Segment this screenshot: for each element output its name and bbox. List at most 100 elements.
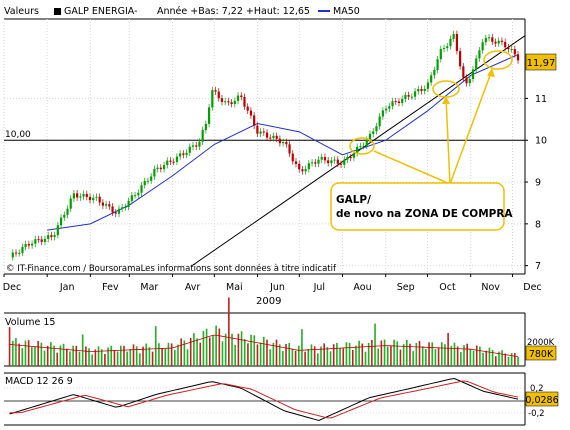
candle-body — [37, 239, 40, 241]
credit-text: © IT-Finance.com / BoursoramaLes informa… — [6, 263, 337, 274]
candle-body — [272, 135, 275, 139]
x-axis-months: Dec Jan Fev Mar Avr Mai Jun Jul Aou Sep Oct Nov Dec — [3, 274, 542, 293]
candle-body — [497, 40, 500, 44]
volume-bar — [266, 339, 268, 366]
candle-body — [101, 202, 104, 206]
candle-body — [346, 157, 349, 160]
candle-body — [378, 116, 381, 127]
volume-bar — [345, 342, 348, 366]
volume-bar — [323, 343, 325, 366]
candle-body — [72, 193, 76, 199]
price-y-axis: 7 8 9 10 11 — [525, 94, 547, 272]
title-swatch — [54, 8, 61, 15]
volume-bar — [380, 340, 383, 366]
candle-body — [275, 135, 278, 139]
volume-bar — [18, 343, 20, 366]
volume-bar — [15, 338, 17, 366]
candle-body — [253, 115, 256, 126]
candle-body — [146, 180, 150, 182]
y-tick-label: 7 — [535, 261, 541, 272]
volume-bar — [228, 297, 230, 366]
candle-body — [201, 130, 204, 142]
x-tick-label: Nov — [481, 282, 500, 293]
volume-bar — [250, 334, 252, 366]
candle-body — [175, 156, 179, 162]
candle-body — [40, 239, 43, 242]
candle-body — [449, 38, 452, 47]
candle-body — [30, 243, 34, 246]
candle-body — [420, 88, 423, 92]
candle-body — [230, 102, 233, 105]
volume-label: Volume 15 — [5, 317, 55, 328]
volume-bar — [37, 341, 39, 366]
volume-bar — [104, 353, 106, 366]
candle-body — [356, 146, 359, 154]
volume-bar — [269, 349, 271, 366]
volume-bar — [81, 334, 84, 366]
candle-body — [249, 110, 253, 116]
candle-body — [243, 97, 246, 107]
volume-bar — [161, 348, 163, 366]
volume-bar — [460, 352, 462, 366]
volume-bar — [46, 345, 49, 366]
candle-body — [278, 138, 281, 144]
volume-bar — [142, 346, 144, 366]
volume-bar — [406, 340, 408, 366]
candle-body — [63, 214, 66, 218]
macd-tick-upper: 0,2 — [530, 384, 544, 394]
volume-bar — [43, 350, 46, 366]
candle-body — [285, 142, 288, 145]
x-tick-label: Jan — [59, 282, 75, 293]
annotation-box — [330, 182, 505, 231]
volume-bar — [390, 345, 392, 366]
volume-bar — [212, 335, 214, 366]
y-tick-label: 9 — [535, 178, 541, 189]
volume-bar — [275, 339, 278, 366]
volume-bar — [145, 343, 148, 366]
candle-body — [27, 244, 30, 246]
candle-body — [446, 46, 449, 49]
candle-body — [108, 204, 111, 207]
candle-body — [76, 193, 79, 198]
candle-body — [111, 206, 114, 213]
candle-body — [18, 252, 21, 254]
volume-bar — [371, 339, 373, 366]
volume-bar — [164, 348, 167, 366]
volume-bar — [123, 345, 125, 366]
volume-bar — [151, 351, 154, 366]
volume-bar — [514, 353, 516, 366]
volume-bar — [180, 338, 182, 366]
candle-body — [172, 161, 175, 163]
candle-body — [381, 110, 384, 117]
candle-body — [66, 208, 69, 215]
candle-body — [133, 195, 137, 197]
chart-title: GALP ENERGIA- — [64, 6, 138, 17]
candle-body — [397, 101, 401, 104]
volume-bar — [332, 344, 335, 366]
volume-bar — [437, 347, 440, 366]
candle-body — [504, 41, 507, 48]
volume-value-box — [525, 345, 557, 361]
candle-body — [291, 153, 294, 162]
volume-bar — [374, 323, 376, 366]
x-tick-label: Dec — [3, 282, 21, 293]
volume-bar — [205, 328, 208, 366]
volume-bar — [139, 353, 141, 366]
volume-bar — [409, 343, 411, 366]
volume-bar — [186, 349, 189, 366]
volume-bar — [85, 346, 87, 366]
candle-body — [423, 88, 426, 92]
candle-body — [207, 107, 211, 124]
candlestick-series — [11, 30, 520, 261]
reference-level-label: 10,00 — [5, 130, 31, 140]
candle-body — [204, 123, 207, 131]
volume-bar — [69, 351, 71, 366]
volume-bar — [218, 328, 221, 366]
candle-body — [43, 238, 47, 242]
candle-body — [220, 98, 224, 102]
candle-body — [494, 41, 497, 44]
candle-body — [124, 206, 127, 208]
volume-bar — [167, 342, 170, 366]
volume-bar — [469, 348, 472, 366]
